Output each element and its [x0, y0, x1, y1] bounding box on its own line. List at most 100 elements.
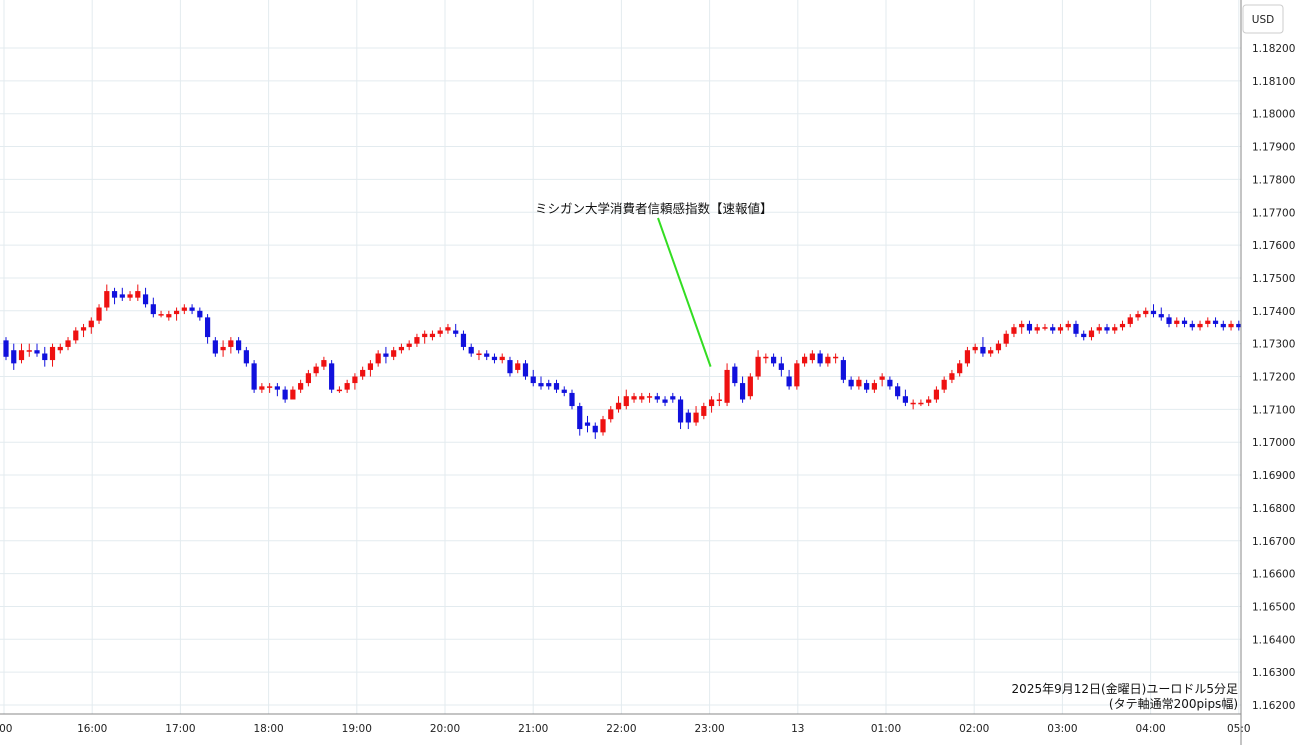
- x-tick-label: 23:00: [694, 723, 724, 735]
- candle: [1150, 304, 1157, 318]
- candle-body: [577, 406, 583, 430]
- candle: [1011, 323, 1017, 338]
- candle: [360, 366, 366, 380]
- candle: [282, 386, 288, 403]
- candle: [949, 369, 955, 384]
- candle: [871, 379, 877, 393]
- candle: [305, 369, 311, 387]
- candle-body: [1065, 323, 1071, 328]
- candle: [1174, 317, 1180, 328]
- candle-body: [809, 353, 815, 361]
- candle-body: [1189, 323, 1195, 328]
- x-tick-label: 19:00: [342, 723, 372, 735]
- candle: [1228, 320, 1234, 331]
- candle-body: [1150, 310, 1157, 315]
- candle: [802, 353, 808, 367]
- candle-body: [1034, 327, 1040, 331]
- candle: [623, 389, 629, 410]
- candle-body: [569, 392, 575, 407]
- candle: [840, 356, 846, 384]
- candle: [1112, 323, 1118, 334]
- candle: [631, 392, 637, 403]
- candle-body: [158, 314, 164, 316]
- candle-body: [3, 340, 9, 357]
- candle-body: [243, 350, 249, 364]
- candle-body: [1003, 333, 1009, 344]
- candle: [1026, 320, 1033, 334]
- y-tick-label: 1.16700: [1252, 536, 1295, 548]
- candle-body: [274, 386, 280, 390]
- y-tick-label: 1.16500: [1252, 601, 1295, 613]
- candle-body: [553, 383, 560, 390]
- x-tick-label: 05:0: [1227, 723, 1251, 735]
- candle: [856, 376, 862, 390]
- candle-body: [57, 346, 63, 351]
- candle-body: [724, 369, 730, 403]
- candle-body: [80, 327, 87, 331]
- candle: [243, 346, 249, 367]
- candle: [204, 314, 211, 344]
- currency-box[interactable]: [1242, 4, 1284, 34]
- candle: [1212, 317, 1219, 328]
- candle-body: [716, 399, 722, 401]
- candle-body: [848, 379, 854, 387]
- candle: [701, 402, 707, 420]
- candle: [608, 406, 614, 423]
- candle-body: [1228, 323, 1234, 328]
- x-tick-label: 02:00: [959, 723, 989, 735]
- candle: [739, 376, 746, 403]
- candle: [406, 340, 412, 351]
- annotation-label: ミシガン大学消費者信頼感指数【速報値】: [535, 201, 773, 216]
- candle-body: [693, 412, 699, 423]
- candle-body: [1181, 320, 1188, 324]
- candle-body: [739, 383, 746, 400]
- candle: [391, 346, 397, 361]
- candle-body: [321, 360, 327, 367]
- candle: [693, 406, 699, 426]
- candle-body: [104, 291, 110, 308]
- candle-body: [150, 304, 156, 315]
- candle: [197, 307, 203, 321]
- candle-body: [608, 409, 614, 420]
- candle: [507, 356, 513, 377]
- candle-body: [491, 356, 498, 361]
- candle-body: [88, 320, 94, 328]
- candle-body: [995, 343, 1002, 351]
- candle: [910, 399, 916, 410]
- x-tick-label: 01:00: [871, 723, 901, 735]
- candle: [887, 376, 893, 390]
- candle-body: [1026, 323, 1033, 331]
- candle-body: [135, 291, 141, 298]
- candle: [1096, 323, 1102, 334]
- candle-body: [367, 363, 374, 370]
- y-tick-label: 1.16300: [1252, 667, 1295, 679]
- candle: [220, 340, 226, 357]
- candle: [1088, 327, 1095, 341]
- candle-body: [972, 346, 978, 351]
- candle: [344, 379, 350, 393]
- candle: [499, 353, 505, 364]
- candle-body: [685, 412, 691, 423]
- candle: [786, 369, 792, 390]
- candle-body: [344, 383, 350, 390]
- candle: [290, 386, 296, 400]
- y-tick-label: 1.16400: [1252, 634, 1295, 646]
- candle-body: [189, 307, 195, 311]
- candle: [383, 346, 389, 364]
- candle-body: [259, 386, 265, 390]
- candle: [933, 386, 940, 403]
- candle: [646, 392, 653, 403]
- candle: [1197, 320, 1203, 331]
- candle-body: [732, 366, 738, 384]
- candle: [422, 330, 428, 344]
- candle-body: [1205, 320, 1211, 324]
- y-tick-label: 1.17200: [1252, 372, 1295, 384]
- candle-body: [49, 346, 56, 361]
- y-tick-label: 1.17800: [1252, 174, 1295, 186]
- candle: [34, 343, 40, 357]
- candle: [988, 346, 994, 357]
- candle: [732, 363, 738, 387]
- candle-body: [476, 353, 482, 356]
- candle: [770, 353, 777, 367]
- candle: [677, 396, 684, 430]
